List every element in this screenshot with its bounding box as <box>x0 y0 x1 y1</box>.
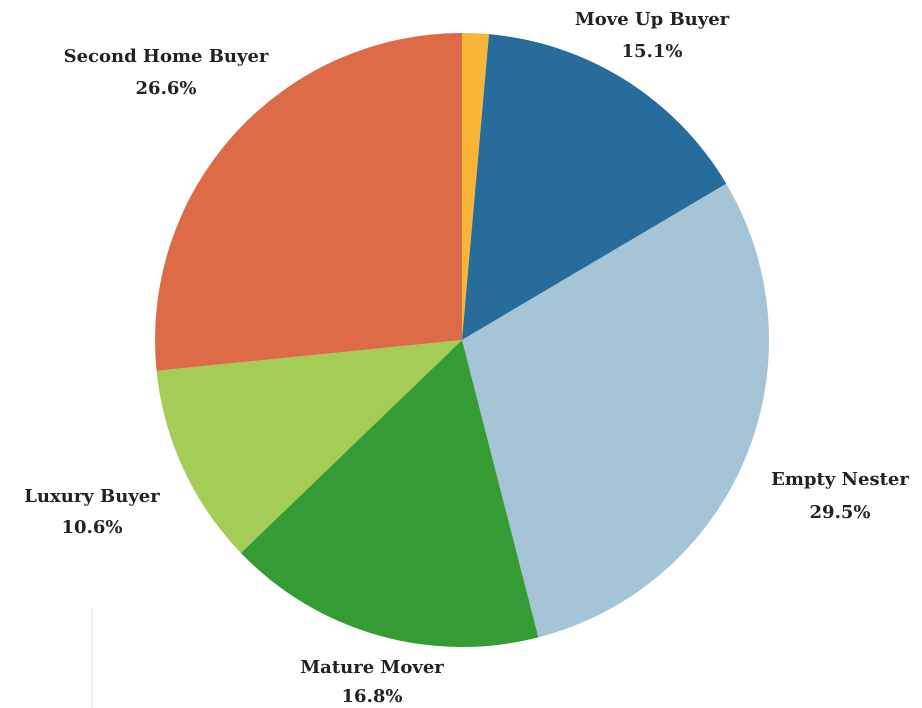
pie-slice <box>155 33 462 371</box>
slice-value: 10.6% <box>62 517 123 538</box>
slice-label: Mature Mover <box>300 657 444 678</box>
slice-value: 29.5% <box>810 502 871 523</box>
slice-label: Empty Nester <box>771 469 909 490</box>
slice-value: 16.8% <box>342 686 403 707</box>
pie-slice <box>240 340 539 647</box>
slice-label: Move Up Buyer <box>575 9 730 30</box>
pie-slice <box>156 340 462 553</box>
slice-value: 26.6% <box>136 78 197 99</box>
pie-slice <box>462 183 769 638</box>
slice-label: Luxury Buyer <box>24 486 160 507</box>
slice-label: Second Home Buyer <box>64 46 269 67</box>
slice-value: 15.1% <box>622 41 683 62</box>
pie-slice <box>462 34 727 340</box>
pie-slice <box>462 33 489 340</box>
